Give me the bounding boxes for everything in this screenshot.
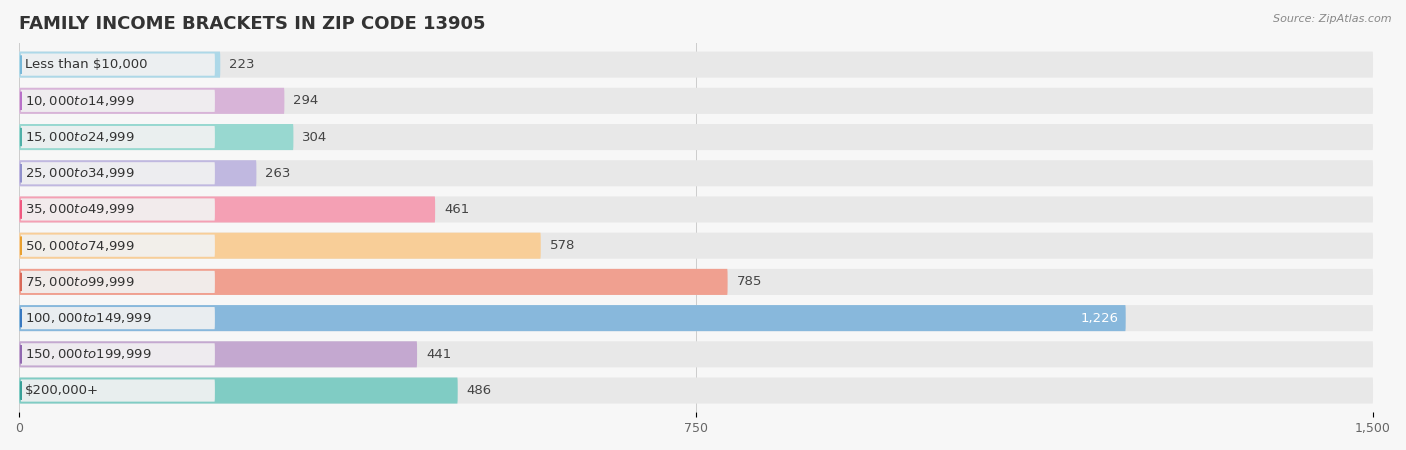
Text: $15,000 to $24,999: $15,000 to $24,999 (25, 130, 135, 144)
FancyBboxPatch shape (20, 233, 1374, 259)
FancyBboxPatch shape (20, 88, 1374, 114)
FancyBboxPatch shape (21, 162, 215, 184)
FancyBboxPatch shape (20, 124, 294, 150)
FancyBboxPatch shape (20, 160, 256, 186)
FancyBboxPatch shape (21, 198, 215, 220)
Text: 461: 461 (444, 203, 470, 216)
FancyBboxPatch shape (21, 271, 215, 293)
FancyBboxPatch shape (21, 54, 215, 76)
FancyBboxPatch shape (20, 341, 418, 367)
FancyBboxPatch shape (20, 305, 1374, 331)
Text: 223: 223 (229, 58, 254, 71)
Text: $25,000 to $34,999: $25,000 to $34,999 (25, 166, 135, 180)
FancyBboxPatch shape (20, 52, 221, 78)
Text: $35,000 to $49,999: $35,000 to $49,999 (25, 202, 135, 216)
Text: 263: 263 (266, 167, 291, 180)
FancyBboxPatch shape (20, 341, 1374, 367)
FancyBboxPatch shape (21, 343, 215, 365)
Text: $200,000+: $200,000+ (25, 384, 98, 397)
Text: $10,000 to $14,999: $10,000 to $14,999 (25, 94, 135, 108)
FancyBboxPatch shape (20, 269, 728, 295)
Text: 785: 785 (737, 275, 762, 288)
FancyBboxPatch shape (20, 378, 458, 404)
FancyBboxPatch shape (21, 307, 215, 329)
Text: $150,000 to $199,999: $150,000 to $199,999 (25, 347, 152, 361)
FancyBboxPatch shape (21, 234, 215, 257)
FancyBboxPatch shape (20, 124, 1374, 150)
Text: $75,000 to $99,999: $75,000 to $99,999 (25, 275, 135, 289)
FancyBboxPatch shape (20, 197, 434, 222)
FancyBboxPatch shape (20, 378, 1374, 404)
FancyBboxPatch shape (20, 269, 1374, 295)
FancyBboxPatch shape (20, 160, 1374, 186)
Text: 1,226: 1,226 (1080, 311, 1119, 324)
Text: 294: 294 (294, 94, 319, 108)
Text: 304: 304 (302, 130, 328, 144)
Text: Less than $10,000: Less than $10,000 (25, 58, 148, 71)
Text: FAMILY INCOME BRACKETS IN ZIP CODE 13905: FAMILY INCOME BRACKETS IN ZIP CODE 13905 (20, 15, 485, 33)
Text: 441: 441 (426, 348, 451, 361)
Text: Source: ZipAtlas.com: Source: ZipAtlas.com (1274, 14, 1392, 23)
FancyBboxPatch shape (20, 233, 541, 259)
FancyBboxPatch shape (20, 305, 1126, 331)
Text: 486: 486 (467, 384, 492, 397)
Text: 578: 578 (550, 239, 575, 252)
FancyBboxPatch shape (21, 90, 215, 112)
Text: $50,000 to $74,999: $50,000 to $74,999 (25, 238, 135, 253)
FancyBboxPatch shape (20, 52, 1374, 78)
FancyBboxPatch shape (20, 197, 1374, 222)
FancyBboxPatch shape (21, 126, 215, 148)
FancyBboxPatch shape (20, 88, 284, 114)
FancyBboxPatch shape (21, 379, 215, 402)
Text: $100,000 to $149,999: $100,000 to $149,999 (25, 311, 152, 325)
